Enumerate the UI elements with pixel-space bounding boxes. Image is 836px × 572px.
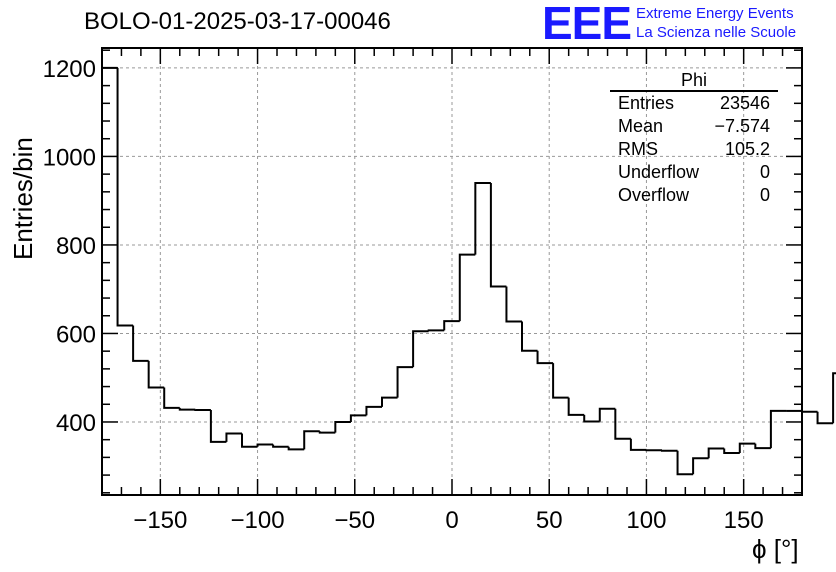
histogram-bin [396,366,414,398]
grid-lines [102,48,802,495]
x-tick-label: −150 [133,507,187,534]
y-tick-label: 800 [56,233,96,260]
histogram-bin [801,410,818,413]
histogram-bin [163,387,180,409]
histogram-bin [334,420,351,433]
histogram-bin [147,360,165,389]
histogram-bin [754,443,771,450]
y-tick-label: 600 [56,321,96,348]
histogram-bin [583,414,600,423]
histogram-bin [769,409,787,449]
histogram-bin [676,450,694,476]
histogram-bin [832,372,836,424]
histogram-bin [116,67,134,327]
histogram-bin [272,444,289,448]
tick-labels: −150 −100 −50 0 50 100 150 400 600 800 1000 1200 [43,56,764,534]
histogram-bin [303,430,320,450]
histogram-bin [707,447,725,459]
histogram-bin [552,363,569,399]
histogram-bin [458,253,476,322]
stats-row-overflow: Overflow 0 [618,185,770,205]
histogram-bin [505,286,522,323]
histogram-bin [738,442,756,453]
histogram-bin [349,414,367,422]
stats-row-rms: RMS 105.2 [618,139,770,159]
histogram-bin [365,405,382,416]
stats-row-underflow: Underflow 0 [618,162,770,182]
histogram-bin [443,320,460,331]
axis-ticks [101,48,803,495]
y-axis-label: Entries/bin [8,137,38,260]
x-tick-label: −100 [231,507,285,534]
histogram-bin [692,457,709,475]
eee-logo-mark: EEE [542,0,632,49]
histogram-bin [209,410,227,443]
histogram-bin [101,66,118,495]
x-axis-label: ϕ [°] [752,534,799,564]
histogram-bin [318,431,336,434]
y-tick-label: 1200 [43,56,96,83]
histogram-bin [287,446,305,451]
histogram-bin [178,407,196,411]
histogram-bin [723,448,740,454]
histogram-bin [256,443,274,447]
histogram-bin [241,433,258,448]
stats-box: Phi Entries 23546 Mean −7.574 RMS 105.2 Und… [610,70,778,207]
histogram-bin [381,396,398,407]
histogram-bin [412,330,429,368]
histogram-bin [521,321,538,352]
chart-title: BOLO-01-2025-03-17-00046 [84,8,391,35]
stats-row-mean: Mean −7.574 [618,116,770,136]
histogram-bin [614,408,631,440]
x-tick-label: −50 [334,507,375,534]
eee-logo-text: Extreme Energy Events La Scienza nelle S… [636,4,796,42]
histogram-bin [567,397,585,416]
histogram-bin [489,182,507,288]
x-tick-label: 100 [626,507,666,534]
stats-row-entries: Entries 23546 [618,93,770,113]
histogram-bin [132,325,149,362]
histogram-bin [629,438,647,451]
x-tick-label: 50 [536,507,563,534]
histogram-bin [474,181,491,255]
x-tick-label: 0 [445,507,458,534]
y-tick-label: 400 [56,410,96,437]
y-tick-label: 1000 [43,144,96,171]
x-tick-label: 150 [724,507,764,534]
histogram-bin [598,407,616,422]
histogram-bin [427,329,445,332]
stats-box-name: Phi [610,70,778,92]
histogram-bin [536,350,554,365]
histogram-bin [816,411,834,425]
histogram-bin [225,432,242,442]
logo-line-2: La Scienza nelle Scuole [636,24,797,41]
logo-line-1: Extreme Energy Events [636,5,794,22]
